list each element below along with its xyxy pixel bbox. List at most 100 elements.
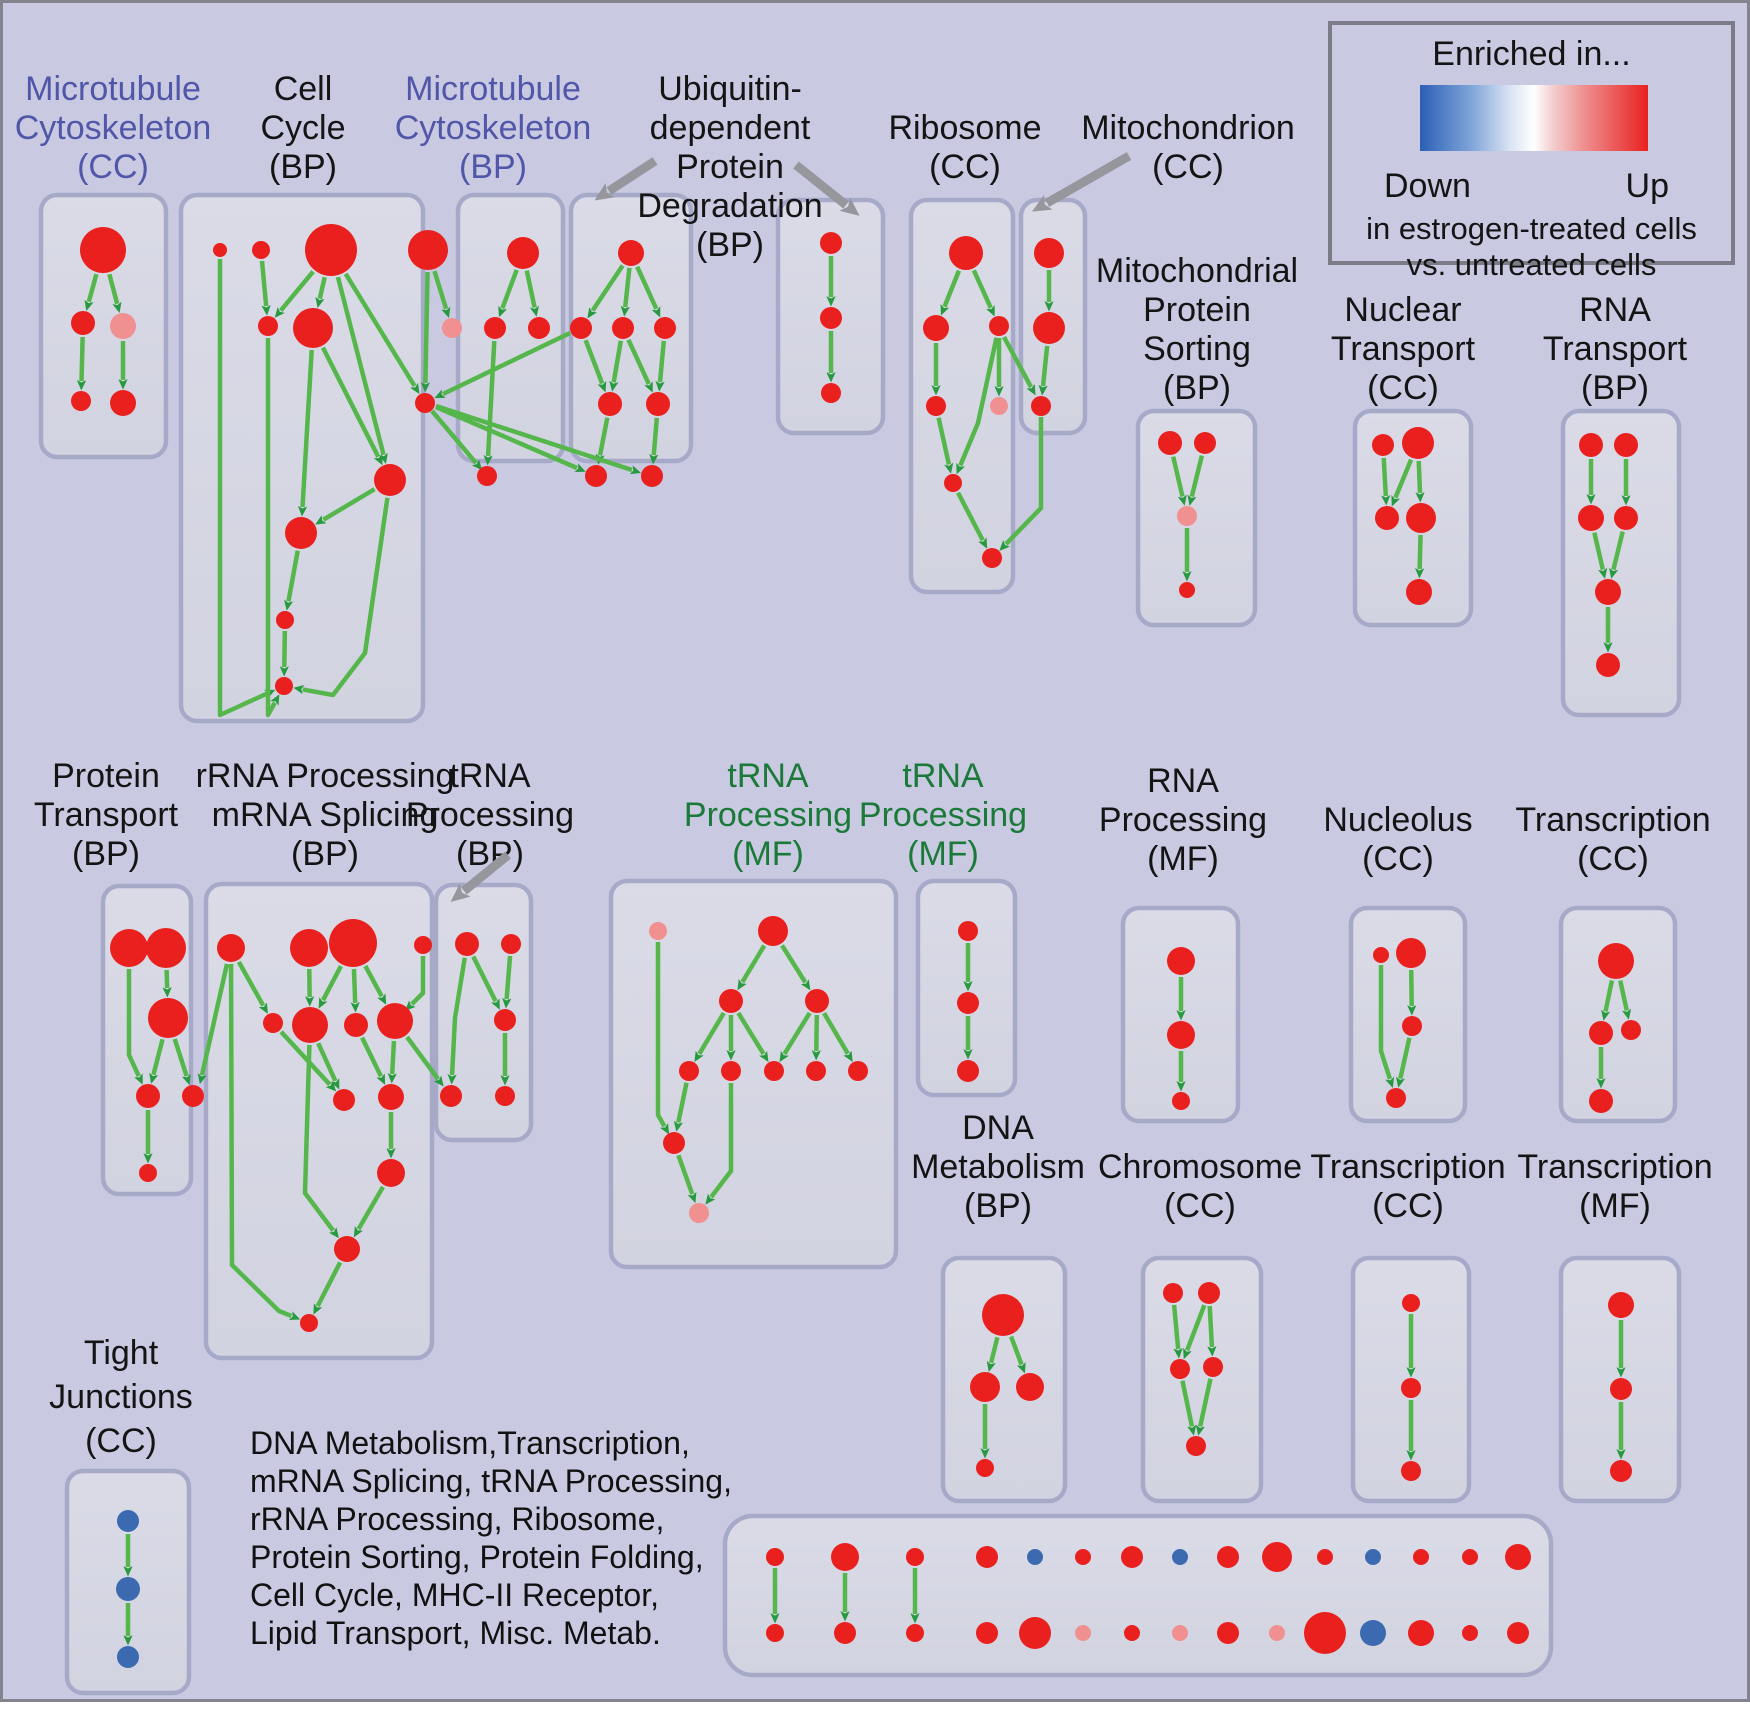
edge-trna-processing-mf-1-9-10 [676,1154,697,1204]
legend-box: Enriched in... Down Up in estrogen-treat… [1328,21,1735,282]
edge-trna-processing-mf-1-2-6 [736,1011,769,1063]
node-trna-processing-mf-1-7 [806,1061,826,1081]
edge-trna-processing-bp-0-2 [471,955,500,1010]
node-rrna-processing-mrna-splicing-bp-6 [344,1013,368,1037]
node-chromosome-cc-3 [1203,1357,1223,1377]
edge-ubiquitin-degradation-bp-1-3-5 [655,340,667,392]
node-ribosome-cc-6 [982,548,1002,568]
node-ribosome-cc-5 [944,474,962,492]
node-summary-top-12 [1413,1549,1429,1565]
edge-trna-processing-mf-1-1-2 [737,944,767,991]
cluster-label-microtubule-cytoskeleton-bp: Microtubule [405,70,581,108]
node-summary-bottom-11 [1360,1620,1386,1646]
node-nuclear-transport-cc-0 [1372,434,1394,456]
legend-title: Enriched in... [1432,35,1631,73]
node-tight-junctions-cc-0 [117,1510,139,1532]
node-rna-transport-bp-1 [1614,433,1638,457]
node-summary-bottom-9 [1269,1625,1285,1641]
node-summary-top-3 [976,1546,998,1568]
edge-rrna-processing-mrna-splicing-bp-2-6 [350,968,360,1013]
node-summary-top-7 [1172,1549,1188,1565]
edge-ubiquitin-degradation-bp-1-0-3 [635,265,661,318]
cross-edge-cellcycle-hub-to-ubiquitin1-right [435,403,642,475]
edge-cell-cycle-bp-2-4 [274,270,315,318]
cluster-label-tight-junctions-cc: Tight [84,1334,159,1372]
edge-rrna-processing-mrna-splicing-bp-11-12 [313,1261,343,1315]
node-microtubule-cytoskeleton-bp-0 [507,237,539,269]
node-cell-cycle-bp-10 [276,611,294,629]
node-transcription-mf-0 [1608,1292,1634,1318]
node-trna-processing-bp-4 [495,1086,515,1106]
node-summary-bottom-0 [766,1624,784,1642]
node-cell-cycle-bp-3 [408,230,448,270]
cluster-label-transcription-mf: Transcription [1517,1148,1712,1186]
node-mitochondrial-protein-sorting-bp-1 [1194,432,1216,454]
node-rna-processing-mf-1 [1167,1021,1195,1049]
edge-chromosome-cc-1-3 [1207,1305,1217,1357]
node-rna-transport-bp-5 [1596,653,1620,677]
node-summary-top-14 [1505,1544,1531,1570]
cluster-label-transcription-cc-mid: (CC) [1577,840,1649,878]
edge-rrna-processing-mrna-splicing-bp-10-11 [353,1185,385,1238]
node-rrna-processing-mrna-splicing-bp-5 [292,1007,328,1043]
cluster-label-ribosome-cc: (CC) [929,148,1001,186]
node-microtubule-cytoskeleton-cc-2 [110,313,136,339]
node-nuclear-transport-cc-4 [1406,579,1432,605]
node-summary-bottom-1 [834,1622,856,1644]
edge-cell-cycle-bp-5-9 [297,349,314,517]
cluster-label-rrna-processing-mrna-splicing-bp: (BP) [291,835,359,873]
misc-line: mRNA Splicing, tRNA Processing, [250,1463,732,1499]
node-transcription-mf-2 [1610,1460,1632,1482]
node-summary-top-0 [766,1548,784,1566]
misc-line: DNA Metabolism,Transcription, [250,1425,690,1461]
edge-rna-transport-bp-3-4 [1609,531,1625,579]
edge-nucleolus-cc-2-3 [1395,1037,1412,1088]
node-rna-processing-mf-0 [1167,947,1195,975]
node-summary-bottom-2 [906,1624,924,1642]
cluster-label-trna-processing-mf-1: Processing [684,796,852,834]
cluster-label-chromosome-cc: Chromosome [1098,1148,1302,1186]
node-rrna-processing-mrna-splicing-bp-8 [333,1089,355,1111]
edge-ribosome-cc-0-1 [940,269,962,316]
edge-dna-metabolism-bp-0-1 [986,1336,1000,1372]
edge-cell-cycle-bp-3-7 [420,271,431,393]
node-trna-processing-mf-1-10 [689,1203,709,1223]
node-summary-bottom-6 [1124,1625,1140,1641]
cluster-label-tight-junctions-cc: Junctions [49,1378,193,1416]
node-rna-transport-bp-0 [1579,433,1603,457]
node-cell-cycle-bp-4 [258,316,278,336]
node-summary-bottom-4 [1019,1617,1051,1649]
cluster-label-mitochondrial-protein-sorting-bp: Sorting [1143,330,1251,368]
node-nucleolus-cc-0 [1373,947,1389,963]
cluster-label-cell-cycle-bp: (BP) [269,148,337,186]
node-trna-processing-mf-1-3 [805,989,829,1013]
node-cell-cycle-bp-5 [293,308,333,348]
edge-cell-cycle-bp-0-11 [217,259,276,718]
legend-down-label: Down [1384,167,1471,205]
node-rrna-processing-mrna-splicing-bp-3 [414,936,432,954]
node-dna-metabolism-bp-3 [976,1459,994,1477]
edge-rrna-processing-mrna-splicing-bp-7-9 [387,1040,397,1084]
node-rrna-processing-mrna-splicing-bp-12 [300,1314,318,1332]
node-microtubule-cytoskeleton-cc-0 [80,227,126,273]
cluster-label-rna-transport-bp: RNA [1579,291,1651,329]
node-cell-cycle-bp-1 [252,241,270,259]
node-ubiquitin-degradation-bp-1-0 [618,240,644,266]
cluster-label-protein-transport-bp: (BP) [72,835,140,873]
node-trna-processing-bp-1 [501,934,521,954]
edge-transcription-cc-mid-0-1 [1601,980,1615,1021]
node-protein-transport-bp-4 [182,1085,204,1107]
edge-trna-processing-mf-1-2-4 [694,1011,726,1063]
node-cell-cycle-bp-8 [374,464,406,496]
node-trna-processing-mf-1-5 [721,1061,741,1081]
node-microtubule-cytoskeleton-cc-3 [71,391,91,411]
cluster-label-trna-processing-mf-1: (MF) [732,835,804,873]
cluster-box-dna-metabolism-bp [940,1255,1068,1504]
node-cell-cycle-bp-2 [305,224,357,276]
node-transcription-cc-bottom-2 [1401,1461,1421,1481]
node-summary-top-1 [831,1543,859,1571]
node-microtubule-cytoskeleton-bp-3 [477,466,497,486]
cluster-label-rna-processing-mf: (MF) [1147,840,1219,878]
edge-rrna-processing-mrna-splicing-bp-4-8 [279,1030,337,1092]
